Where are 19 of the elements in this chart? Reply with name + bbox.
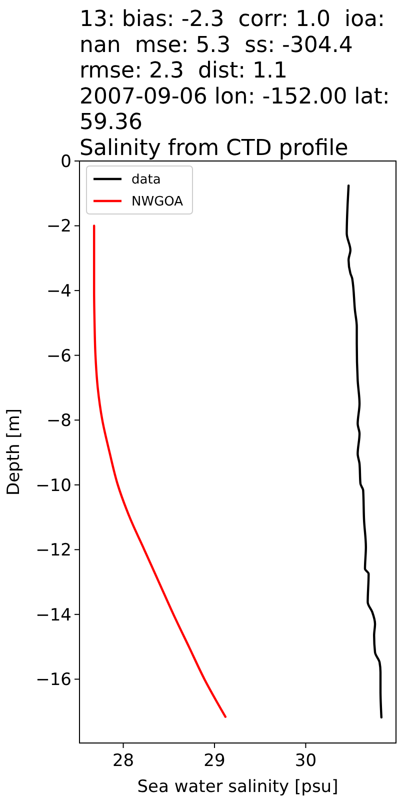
line-series bbox=[92, 224, 227, 718]
line-series bbox=[346, 184, 383, 719]
y-axis-title: Depth [m] bbox=[4, 408, 24, 496]
y-tick-label: −12 bbox=[36, 540, 72, 561]
y-tick-label: −6 bbox=[46, 346, 72, 366]
y-tick-label: −8 bbox=[46, 411, 72, 432]
chart-title: 13: bias: -2.3 corr: 1.0 ioa: nan mse: 5.3 ss: -304.4 rmse: 2.3 dist: 1.1 2007-09-06 lon: -152.00 lat: 59.36 Salinity from CTD profile bbox=[80, 7, 390, 161]
y-tick-label: −4 bbox=[46, 282, 72, 302]
y-tick-label: −2 bbox=[46, 216, 72, 237]
x-tick-label: 29 bbox=[204, 751, 226, 771]
y-tick-label: −10 bbox=[36, 476, 72, 496]
x-axis-title: Sea water salinity [psu] bbox=[137, 777, 338, 797]
x-tick-label: 30 bbox=[294, 751, 317, 771]
legend-label: data bbox=[132, 172, 161, 188]
y-tick-label: 0 bbox=[60, 152, 72, 172]
y-tick-label: −14 bbox=[36, 605, 72, 626]
y-tick-label: −16 bbox=[36, 670, 72, 690]
legend-label: NWGOA bbox=[132, 194, 184, 210]
x-tick-label: 28 bbox=[112, 751, 134, 771]
